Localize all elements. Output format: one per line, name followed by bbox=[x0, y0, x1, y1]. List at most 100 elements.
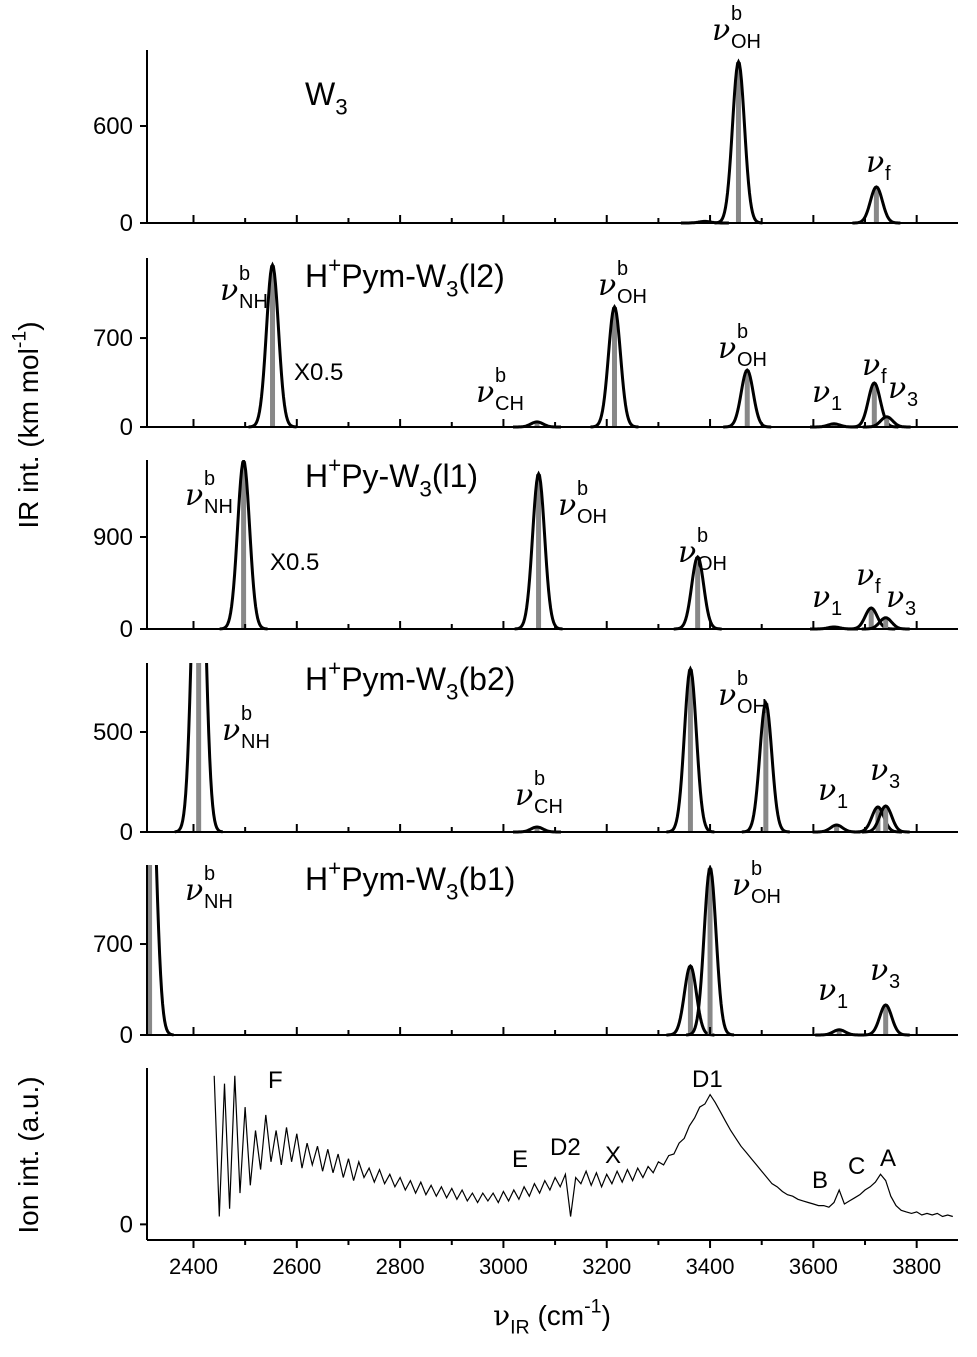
x-tick-label: 3400 bbox=[686, 1254, 735, 1279]
peak bbox=[514, 470, 563, 631]
peak bbox=[673, 554, 722, 631]
y-tick-label: 500 bbox=[93, 719, 133, 746]
peak-symbol: ν bbox=[598, 268, 616, 303]
stick bbox=[873, 186, 879, 223]
stick bbox=[763, 703, 769, 832]
peak-sup: b bbox=[241, 703, 252, 725]
peak-sub: NH bbox=[204, 496, 233, 518]
annotation: A bbox=[880, 1145, 896, 1172]
peak bbox=[741, 699, 790, 834]
x-tick-label: 2800 bbox=[376, 1254, 425, 1279]
peak-sub: 1 bbox=[831, 598, 842, 620]
peak-sub: OH bbox=[617, 286, 647, 308]
text-part: (b2) bbox=[459, 661, 516, 697]
peak bbox=[219, 460, 268, 631]
text-part: -1 bbox=[584, 1295, 601, 1317]
y-tick-label: 600 bbox=[93, 113, 133, 140]
y-tick-label: 0 bbox=[120, 616, 133, 643]
peak bbox=[714, 58, 763, 225]
peak-envelope bbox=[666, 665, 715, 834]
peak-sup: b bbox=[534, 768, 545, 790]
peak-sub: 3 bbox=[889, 771, 900, 793]
peak-sub: CH bbox=[495, 393, 524, 415]
peak-sup: b bbox=[239, 263, 250, 285]
y-tick-label: 700 bbox=[93, 325, 133, 352]
peak-sup: b bbox=[697, 525, 708, 547]
x-tick-label: 3000 bbox=[479, 1254, 528, 1279]
peak-sub: NH bbox=[204, 891, 233, 913]
y-tick-label: 700 bbox=[93, 931, 133, 958]
stick bbox=[270, 265, 276, 427]
text-part: + bbox=[328, 856, 341, 881]
peak-symbol: ν bbox=[862, 348, 880, 383]
text-part: (l1) bbox=[432, 458, 478, 494]
annotation: X0.5 bbox=[270, 549, 319, 576]
text-part: ) bbox=[13, 321, 44, 330]
annotation: B bbox=[812, 1167, 828, 1194]
peak-sub: 1 bbox=[831, 393, 842, 415]
text-part: H bbox=[305, 661, 328, 697]
peak-symbol: ν bbox=[818, 973, 836, 1008]
text-part: IR bbox=[510, 1316, 530, 1338]
panel-title: H+Pym-W3(b1) bbox=[305, 856, 515, 905]
stick bbox=[831, 423, 837, 427]
text-part: H bbox=[305, 458, 328, 494]
peak bbox=[862, 415, 911, 429]
peak-sup: b bbox=[617, 258, 628, 280]
peak-symbol: ν bbox=[812, 375, 830, 410]
peak-sub: CH bbox=[534, 796, 563, 818]
peak-sub: OH bbox=[697, 553, 727, 575]
text-part: Pym-W bbox=[341, 861, 447, 897]
peak-sub: OH bbox=[751, 886, 781, 908]
peak bbox=[686, 865, 735, 1037]
peak bbox=[852, 185, 901, 225]
text-part: 3 bbox=[446, 880, 458, 905]
peak-envelope bbox=[154, 865, 174, 1037]
text-part: H bbox=[305, 861, 328, 897]
panel-title: H+Pym-W3(l2) bbox=[305, 253, 505, 302]
x-tick-label: 2400 bbox=[169, 1254, 218, 1279]
peak bbox=[248, 261, 297, 429]
x-tick-label: 3600 bbox=[789, 1254, 838, 1279]
annotation: D2 bbox=[550, 1134, 581, 1161]
y-tick-label: 0 bbox=[120, 414, 133, 441]
peak-sup: b bbox=[204, 468, 215, 490]
peak-sub: 1 bbox=[837, 791, 848, 813]
peak-sup: b bbox=[737, 668, 748, 690]
peak bbox=[861, 804, 910, 834]
peak-symbol: ν bbox=[220, 273, 238, 308]
peak-sub: OH bbox=[737, 696, 767, 718]
peak-envelope bbox=[850, 381, 899, 429]
peak-sub: 3 bbox=[889, 971, 900, 993]
peak-symbol: ν bbox=[718, 331, 736, 366]
peak-envelope bbox=[174, 663, 223, 834]
y-axis-label: IR int. (km mol-1) bbox=[8, 321, 44, 528]
stick bbox=[868, 608, 874, 629]
text-part: H bbox=[305, 258, 328, 294]
stick bbox=[241, 461, 247, 629]
text-part: IR int. (km mol bbox=[13, 348, 44, 528]
peak-sub: 1 bbox=[837, 991, 848, 1013]
stick bbox=[534, 421, 540, 427]
peak-symbol: ν bbox=[712, 13, 730, 48]
text-part: + bbox=[328, 453, 341, 478]
text-part: (cm bbox=[530, 1300, 584, 1331]
peak-sub: 3 bbox=[907, 389, 918, 411]
peak bbox=[723, 368, 772, 429]
peak-envelope bbox=[248, 261, 297, 429]
peak-symbol: ν bbox=[718, 678, 736, 713]
peak-sub: f bbox=[875, 576, 881, 598]
peak-symbol: ν bbox=[818, 773, 836, 808]
stick bbox=[687, 965, 693, 1035]
x-axis-label: νIR (cm-1) bbox=[493, 1295, 611, 1338]
peak-symbol: ν bbox=[678, 535, 696, 570]
peak-symbol: ν bbox=[870, 753, 888, 788]
text-part: ) bbox=[602, 1300, 611, 1331]
peak-envelope bbox=[741, 699, 790, 834]
stick bbox=[695, 557, 701, 629]
stick bbox=[834, 825, 840, 832]
peak-envelope bbox=[723, 368, 772, 429]
peak-symbol: ν bbox=[732, 868, 750, 903]
text-part: 3 bbox=[419, 477, 431, 502]
panel-title: H+Pym-W3(b2) bbox=[305, 656, 515, 705]
